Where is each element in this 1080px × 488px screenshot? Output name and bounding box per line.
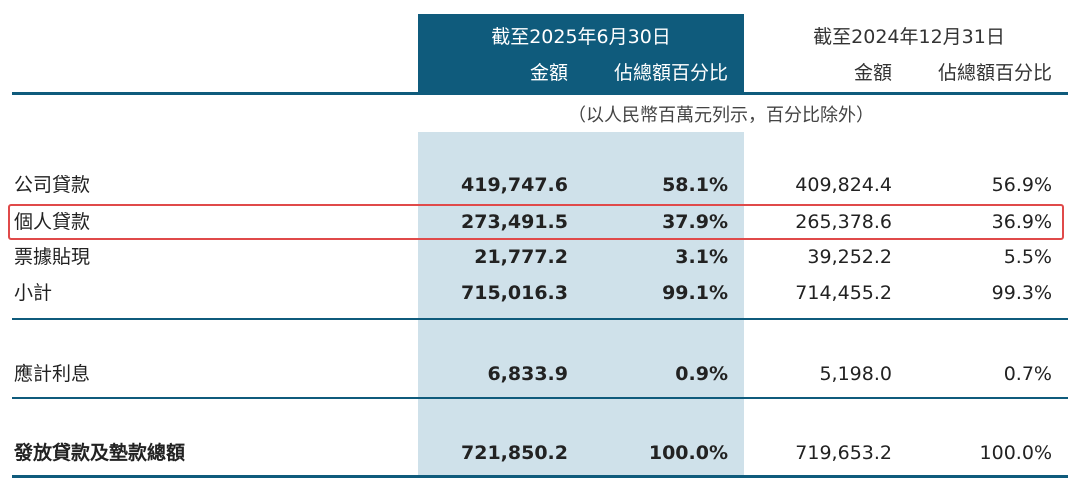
current-pct-header: 佔總額百分比 <box>613 62 728 84</box>
table-row: 票據貼現 21,777.2 3.1% 39,252.2 5.5% <box>0 240 1080 274</box>
table-row-total: 發放貸款及墊款總額 721,850.2 100.0% 719,653.2 100… <box>0 436 1080 470</box>
table-row: 小計 715,016.3 99.1% 714,455.2 99.3% <box>0 276 1080 310</box>
current-amount: 6,833.9 <box>487 363 568 385</box>
row-label: 發放貸款及墊款總額 <box>14 442 186 464</box>
prior-amount: 265,378.6 <box>795 211 892 233</box>
table-row: 個人貸款 273,491.5 37.9% 265,378.6 36.9% <box>0 205 1080 239</box>
current-period-column-band <box>418 132 744 476</box>
prior-pct: 36.9% <box>991 211 1052 233</box>
prior-period-header: 截至2024年12月31日 <box>813 26 1005 48</box>
current-amount: 21,777.2 <box>474 246 568 268</box>
bottom-rule <box>12 475 1068 478</box>
prior-amount-header: 金額 <box>853 62 892 84</box>
current-pct: 58.1% <box>662 174 728 196</box>
prior-amount: 39,252.2 <box>807 246 892 268</box>
header-rule <box>12 92 1068 95</box>
prior-amount: 5,198.0 <box>819 363 892 385</box>
table-row: 公司貸款 419,747.6 58.1% 409,824.4 56.9% <box>0 168 1080 202</box>
current-amount: 419,747.6 <box>461 174 568 196</box>
highlight-box <box>8 204 1064 240</box>
prior-pct: 5.5% <box>1003 246 1052 268</box>
current-amount: 273,491.5 <box>461 211 568 233</box>
prior-amount: 409,824.4 <box>795 174 892 196</box>
table-row: 應計利息 6,833.9 0.9% 5,198.0 0.7% <box>0 357 1080 391</box>
row-label: 小計 <box>14 282 53 304</box>
subtotal-rule <box>12 318 1068 320</box>
row-label: 公司貸款 <box>14 174 91 196</box>
row-label: 票據貼現 <box>14 246 91 268</box>
current-amount: 721,850.2 <box>461 442 568 464</box>
current-amount: 715,016.3 <box>461 282 568 304</box>
current-pct: 37.9% <box>662 211 728 233</box>
prior-pct-header: 佔總額百分比 <box>937 62 1052 84</box>
prior-pct: 99.3% <box>991 282 1052 304</box>
prior-amount: 719,653.2 <box>795 442 892 464</box>
current-pct: 99.1% <box>662 282 728 304</box>
prior-amount: 714,455.2 <box>795 282 892 304</box>
prior-pct: 56.9% <box>991 174 1052 196</box>
current-amount-header: 金額 <box>529 62 568 84</box>
prior-pct: 0.7% <box>1003 363 1052 385</box>
unit-note: （以人民幣百萬元列示，百分比除外） <box>568 105 874 126</box>
row-label: 應計利息 <box>14 363 91 385</box>
row-label: 個人貸款 <box>14 211 91 233</box>
interest-rule <box>12 397 1068 399</box>
current-period-header-band <box>418 14 744 94</box>
current-period-header: 截至2025年6月30日 <box>491 26 671 48</box>
current-pct: 100.0% <box>648 442 728 464</box>
current-pct: 0.9% <box>675 363 728 385</box>
prior-pct: 100.0% <box>979 442 1052 464</box>
current-pct: 3.1% <box>675 246 728 268</box>
